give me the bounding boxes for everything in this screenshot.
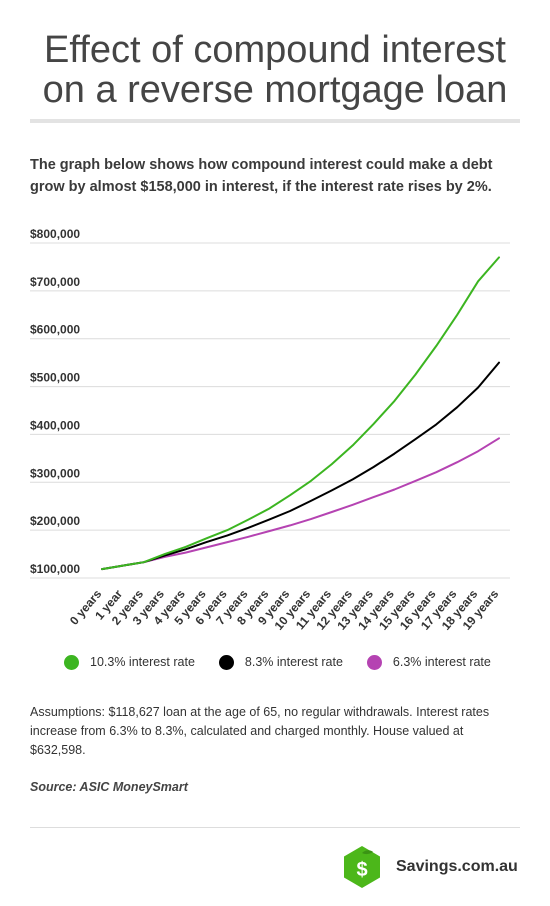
y-tick-label: $100,000 [30, 562, 80, 576]
savings-logo-icon: $ [344, 846, 380, 888]
legend-dot-8-3 [218, 654, 234, 670]
series-line [101, 437, 500, 571]
legend-dot-6-3 [366, 654, 382, 670]
y-tick-label: $500,000 [30, 371, 80, 385]
series-line [101, 361, 500, 571]
brand-name: Savings.com.au [396, 858, 518, 875]
chart-title: Effect of compound interest on a reverse… [0, 30, 550, 110]
logo-letter: $ [356, 859, 367, 881]
series-line [101, 256, 500, 571]
y-tick-label: $400,000 [30, 418, 80, 432]
y-tick-label: $300,000 [30, 466, 80, 480]
line-chart: $100,000 $200,000 $300,000 $400,000 $500,000… [30, 227, 510, 633]
brand-logo[interactable]: $ Savings.com.au [340, 846, 518, 888]
legend-label-10-3: 10.3% interest rate [90, 655, 195, 669]
y-tick-label: $800,000 [30, 227, 80, 241]
y-tick-label: $700,000 [30, 275, 80, 289]
intro-text: The graph below shows how compound inter… [30, 157, 493, 195]
legend-item-8-3: 8.3% interest rate [218, 654, 343, 670]
legend-label-6-3: 6.3% interest rate [392, 655, 491, 669]
legend-label-8-3: 8.3% interest rate [244, 655, 343, 669]
legend-item-6-3: 6.3% interest rate [366, 654, 491, 670]
assumptions-text: Assumptions: $118,627 loan at the age of… [30, 705, 490, 757]
title-line-1: Effect of compound interest [44, 29, 506, 71]
y-tick-label: $200,000 [30, 514, 80, 528]
legend-dot-10-3 [64, 654, 79, 670]
title-line-2: on a reverse mortgage loan [42, 69, 508, 111]
source-text: Source: ASIC MoneySmart [30, 780, 188, 794]
chart-legend: 10.3% interest rate 8.3% interest rate 6… [64, 652, 515, 672]
y-tick-label: $600,000 [30, 323, 80, 337]
legend-item-10-3: 10.3% interest rate [64, 654, 195, 670]
footer-divider [30, 827, 520, 828]
title-divider [30, 119, 520, 123]
